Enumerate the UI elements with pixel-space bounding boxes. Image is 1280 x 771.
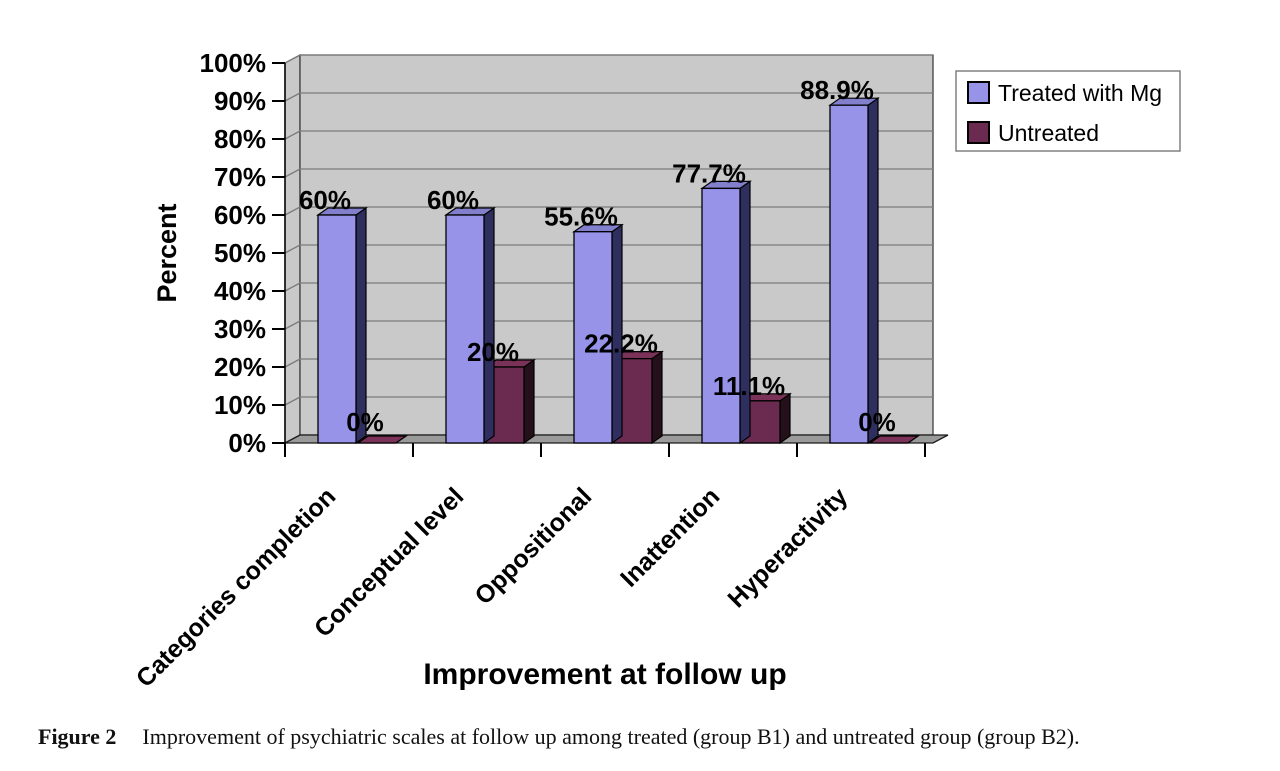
data-label: 0% [346, 407, 384, 437]
data-label: 0% [858, 407, 896, 437]
sidewall-gridline [284, 54, 301, 64]
y-tick-label: 30% [214, 314, 266, 344]
y-tick-label: 10% [214, 390, 266, 420]
bar-side [739, 180, 751, 445]
figure-caption-text: Improvement of psychiatric scales at fol… [142, 724, 1080, 749]
bar [829, 104, 869, 444]
y-tick-label: 90% [214, 86, 266, 116]
category-label: Categories completion [131, 482, 341, 692]
sidewall-gridline [284, 320, 301, 330]
bar-side [867, 97, 879, 445]
y-tick-label: 100% [200, 48, 267, 78]
bar [445, 214, 485, 444]
bar-zero [355, 435, 409, 444]
category-label: Hyperactivity [722, 482, 853, 613]
legend-swatch [967, 81, 990, 104]
y-tick-label: 60% [214, 200, 266, 230]
y-tick-label: 0% [228, 428, 266, 458]
data-label: 55.6% [544, 202, 618, 232]
data-label: 88.9% [800, 75, 874, 105]
category-label: Oppositional [469, 482, 597, 610]
sidewall-gridline [284, 92, 301, 102]
y-tick-label: 70% [214, 162, 266, 192]
y-tick-label: 50% [214, 238, 266, 268]
y-tick-label: 40% [214, 276, 266, 306]
legend-swatch [967, 121, 990, 144]
bar-chart: 0% 10% 20% 30% 40% 50% 60% 70% 80% 90% 100% 60% 60% 5… [131, 48, 1181, 693]
data-label: 60% [427, 185, 479, 215]
sidewall-gridline [284, 244, 301, 254]
bar-side [483, 206, 495, 445]
bar [573, 231, 613, 444]
sidewall-gridline [284, 358, 301, 368]
y-tick-label: 20% [214, 352, 266, 382]
sidewall-gridline [284, 168, 301, 178]
sidewall-gridline [284, 206, 301, 216]
y-axis-title: Percent [152, 203, 182, 302]
data-label: 22.2% [584, 329, 658, 359]
sidewall-gridline [284, 282, 301, 292]
data-label: 20% [467, 337, 519, 367]
x-axis-title: Improvement at follow up [423, 658, 786, 691]
bar-zero [867, 435, 921, 444]
y-tick-label: 80% [214, 124, 266, 154]
figure-caption-label: Figure 2 [38, 724, 117, 749]
category-label: Inattention [615, 482, 725, 592]
bar-side [651, 350, 663, 445]
sidewall-gridline [284, 396, 301, 406]
data-label: 11.1% [713, 371, 785, 401]
sidewall-gridline [284, 130, 301, 140]
data-label: 60% [299, 185, 351, 215]
bar-side [523, 358, 535, 445]
legend-label: Untreated [998, 120, 1099, 146]
legend-label: Treated with Mg [998, 80, 1162, 106]
figure-caption: Figure 2 Improvement of psychiatric scale… [38, 724, 1268, 750]
bar-side [779, 392, 791, 445]
bar [701, 187, 741, 444]
data-label: 77.7% [672, 158, 746, 188]
legend-box [955, 70, 1181, 152]
bar [317, 214, 357, 444]
